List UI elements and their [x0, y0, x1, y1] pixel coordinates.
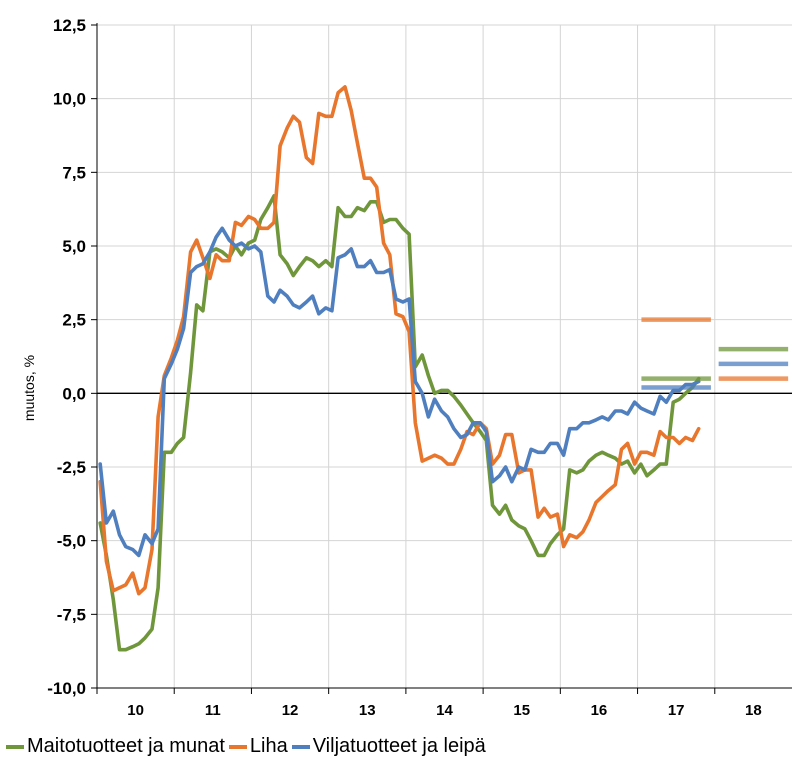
- legend-label: Maitotuotteet ja munat: [27, 735, 225, 757]
- x-tick-label: 16: [591, 702, 608, 719]
- y-tick-label: -10,0: [47, 679, 86, 698]
- y-tick-label: 7,5: [62, 163, 86, 182]
- grid: [96, 24, 792, 689]
- legend-item: Maitotuotteet ja munat: [6, 735, 225, 758]
- y-tick-label: -5,0: [57, 532, 86, 551]
- x-tick-label: 17: [668, 702, 685, 719]
- legend-label: Liha: [249, 735, 288, 757]
- x-tick-label: 12: [282, 702, 299, 719]
- y-tick-label: 10,0: [53, 90, 86, 109]
- legend-label: Viljatuotteet ja leipä: [312, 735, 486, 757]
- legend-swatch: [6, 744, 24, 749]
- legend-swatch: [291, 744, 310, 749]
- y-axis-label: muutos, %: [21, 355, 37, 421]
- legend-swatch: [228, 744, 247, 749]
- y-tick-label: -7,5: [57, 605, 86, 624]
- y-tick-labels: 12,5 10,0 7,5 5,0 2,5 0,0 -2,5 -5,0 -7,5 -10,0: [47, 16, 86, 698]
- legend: Maitotuotteet ja munat Liha Viljatuotteet …: [6, 735, 490, 758]
- x-tick-label: 14: [436, 702, 453, 719]
- x-tick-labels: 10 11 12 13 14 15 16 17 18: [127, 702, 761, 719]
- legend-item: Liha: [228, 735, 288, 758]
- y-tick-label: 2,5: [62, 311, 86, 330]
- x-tick-label: 13: [359, 702, 376, 719]
- series-line-3: [98, 226, 701, 558]
- forecast-markers: [641, 317, 789, 390]
- series-line-1: [98, 194, 701, 652]
- x-tick-label: 15: [513, 702, 530, 719]
- axes: [91, 23, 792, 694]
- y-tick-label: 5,0: [62, 237, 86, 256]
- y-tick-label: 12,5: [53, 16, 86, 35]
- legend-item: Viljatuotteet ja leipä: [291, 735, 486, 758]
- x-tick-label: 10: [127, 702, 144, 719]
- series-lines: [98, 85, 701, 652]
- y-tick-label: -2,5: [57, 458, 86, 477]
- x-tick-label: 18: [745, 702, 762, 719]
- x-tick-label: 11: [205, 702, 221, 719]
- series-line-2: [98, 85, 701, 596]
- y-tick-label: 0,0: [62, 384, 86, 403]
